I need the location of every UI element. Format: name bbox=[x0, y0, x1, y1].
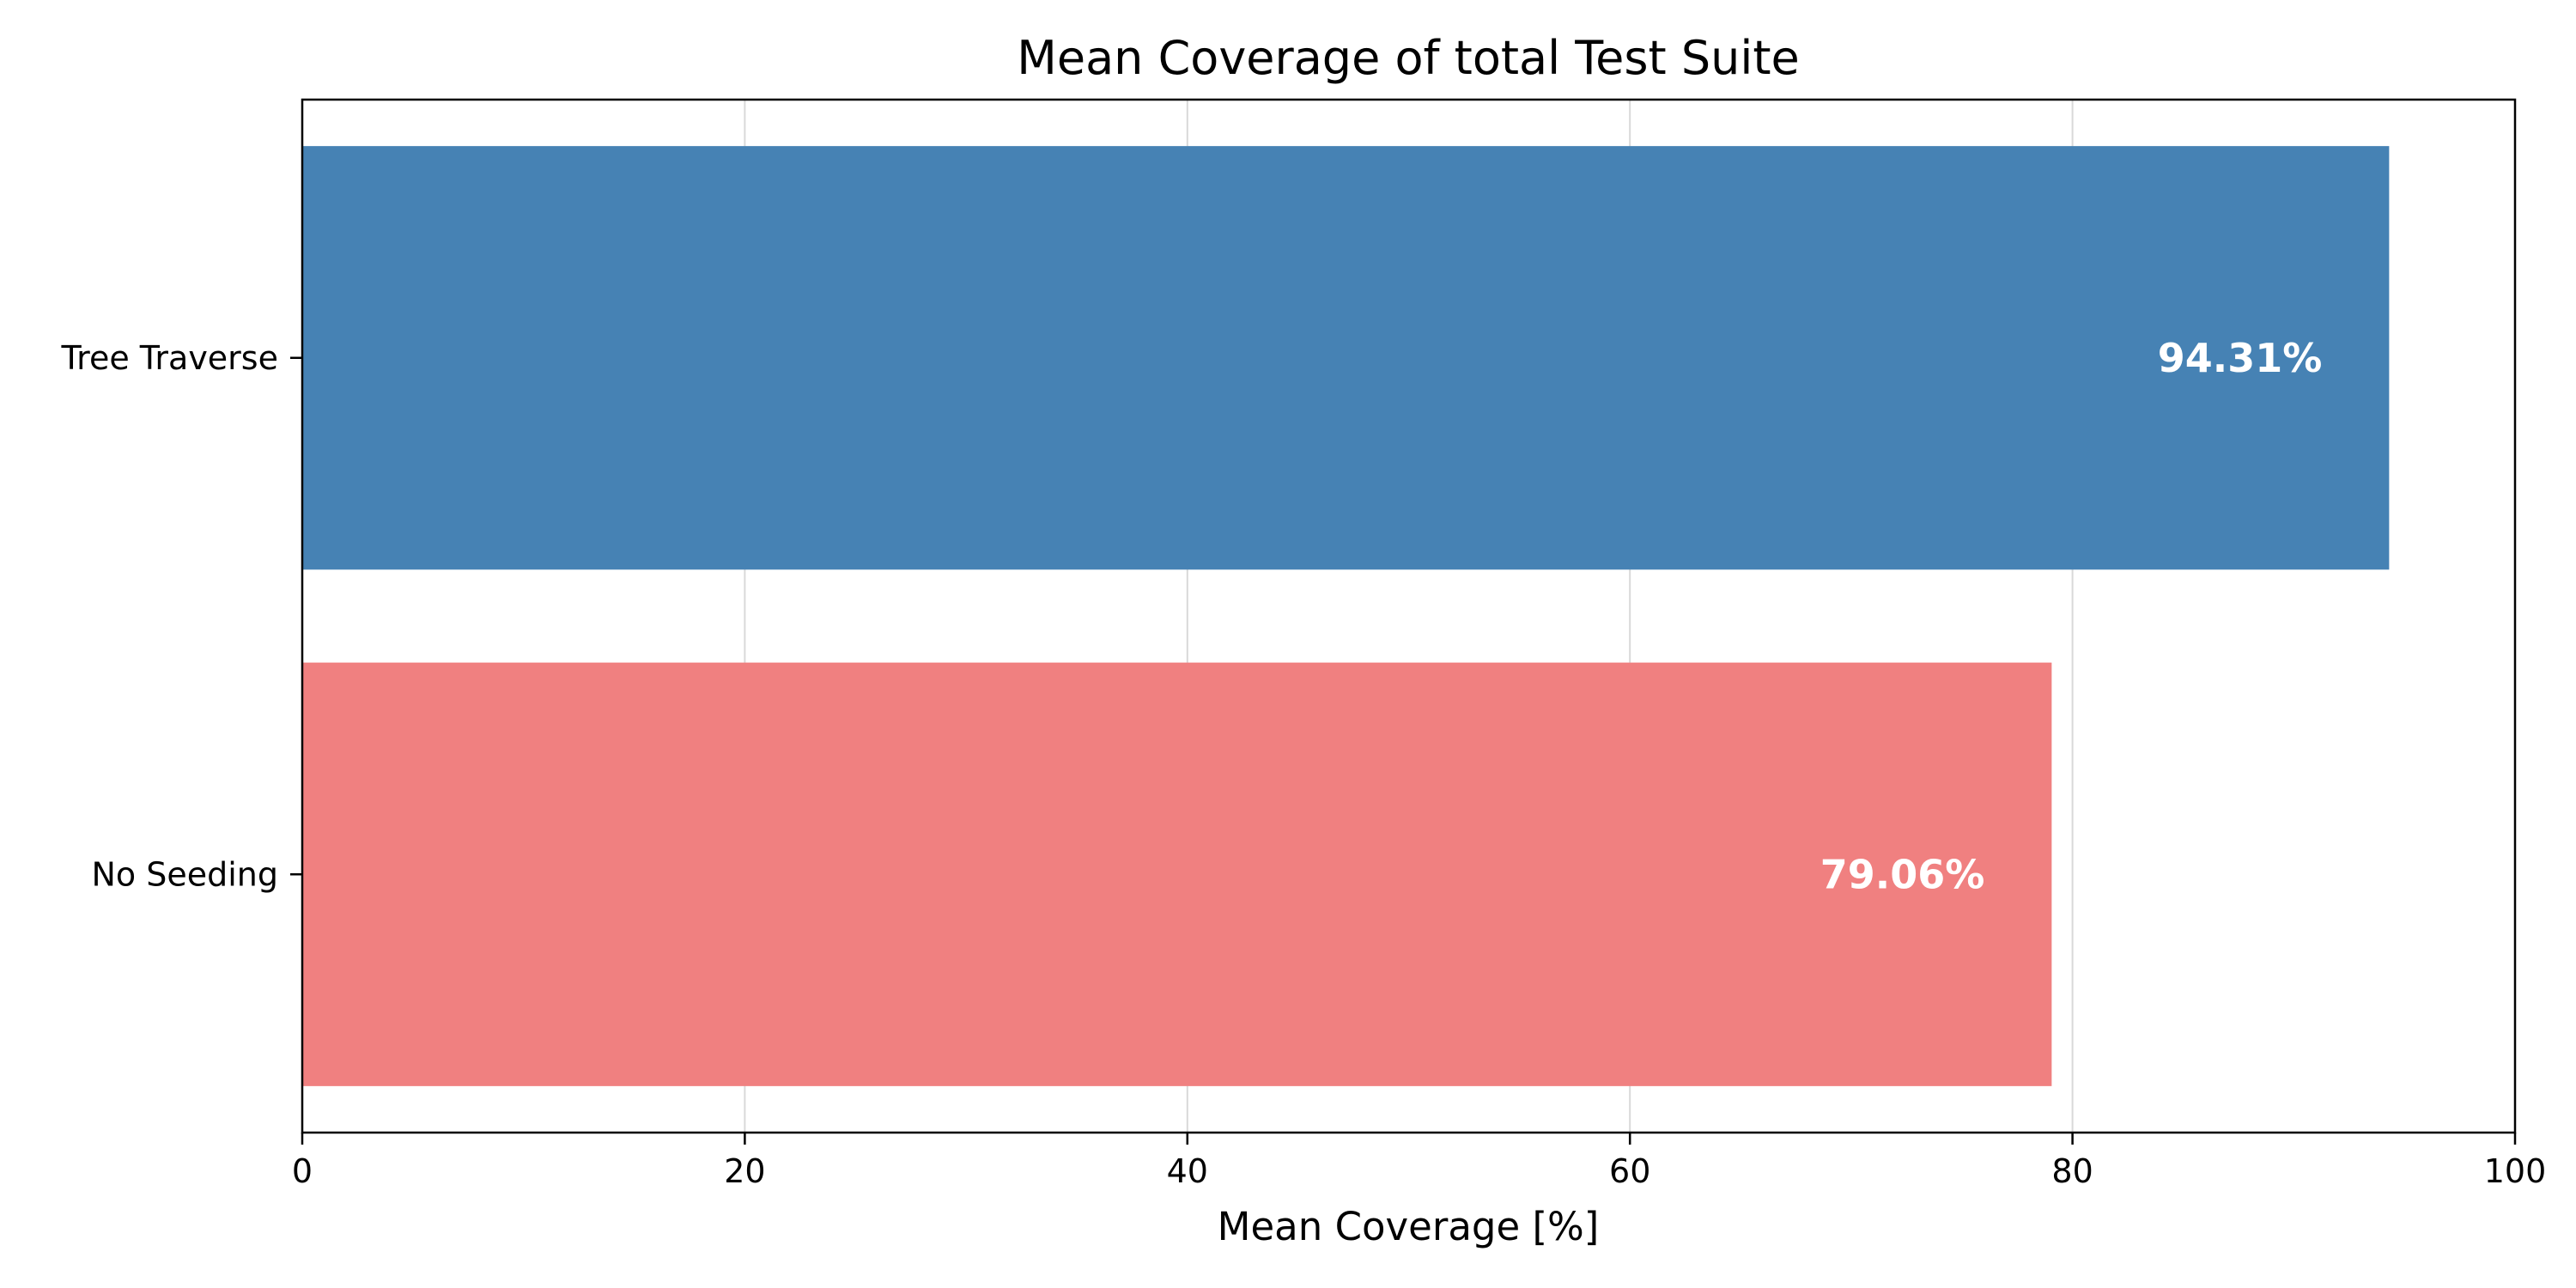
bar-no-seeding bbox=[302, 662, 2052, 1086]
y-tick-label: No Seeding bbox=[91, 855, 278, 893]
bars bbox=[302, 146, 2390, 1086]
x-tick-label: 0 bbox=[292, 1152, 313, 1190]
x-axis-ticks: 0 20 40 60 80 100 bbox=[292, 1133, 2546, 1190]
x-tick-label: 100 bbox=[2484, 1152, 2547, 1190]
y-tick-label: Tree Traverse bbox=[61, 339, 278, 377]
x-axis-label: Mean Coverage [%] bbox=[1218, 1204, 1600, 1249]
plot-frame bbox=[301, 98, 2517, 1134]
bar-tree-traverse bbox=[302, 146, 2390, 570]
y-axis-ticks: Tree Traverse No Seeding bbox=[61, 339, 302, 893]
x-tick-label: 60 bbox=[1609, 1152, 1650, 1190]
bar-value-label: 94.31% bbox=[2158, 335, 2323, 381]
x-tick-label: 80 bbox=[2051, 1152, 2093, 1190]
bar-value-label: 79.06% bbox=[1820, 851, 1985, 897]
x-tick-label: 20 bbox=[724, 1152, 765, 1190]
chart-title: Mean Coverage of total Test Suite bbox=[1017, 31, 1799, 85]
data-labels: 94.31% 79.06% bbox=[1820, 335, 2323, 898]
x-tick-label: 40 bbox=[1167, 1152, 1208, 1190]
